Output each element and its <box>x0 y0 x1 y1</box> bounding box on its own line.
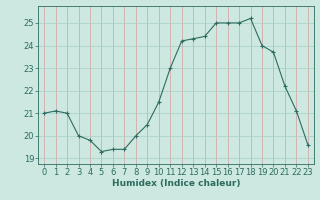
X-axis label: Humidex (Indice chaleur): Humidex (Indice chaleur) <box>112 179 240 188</box>
